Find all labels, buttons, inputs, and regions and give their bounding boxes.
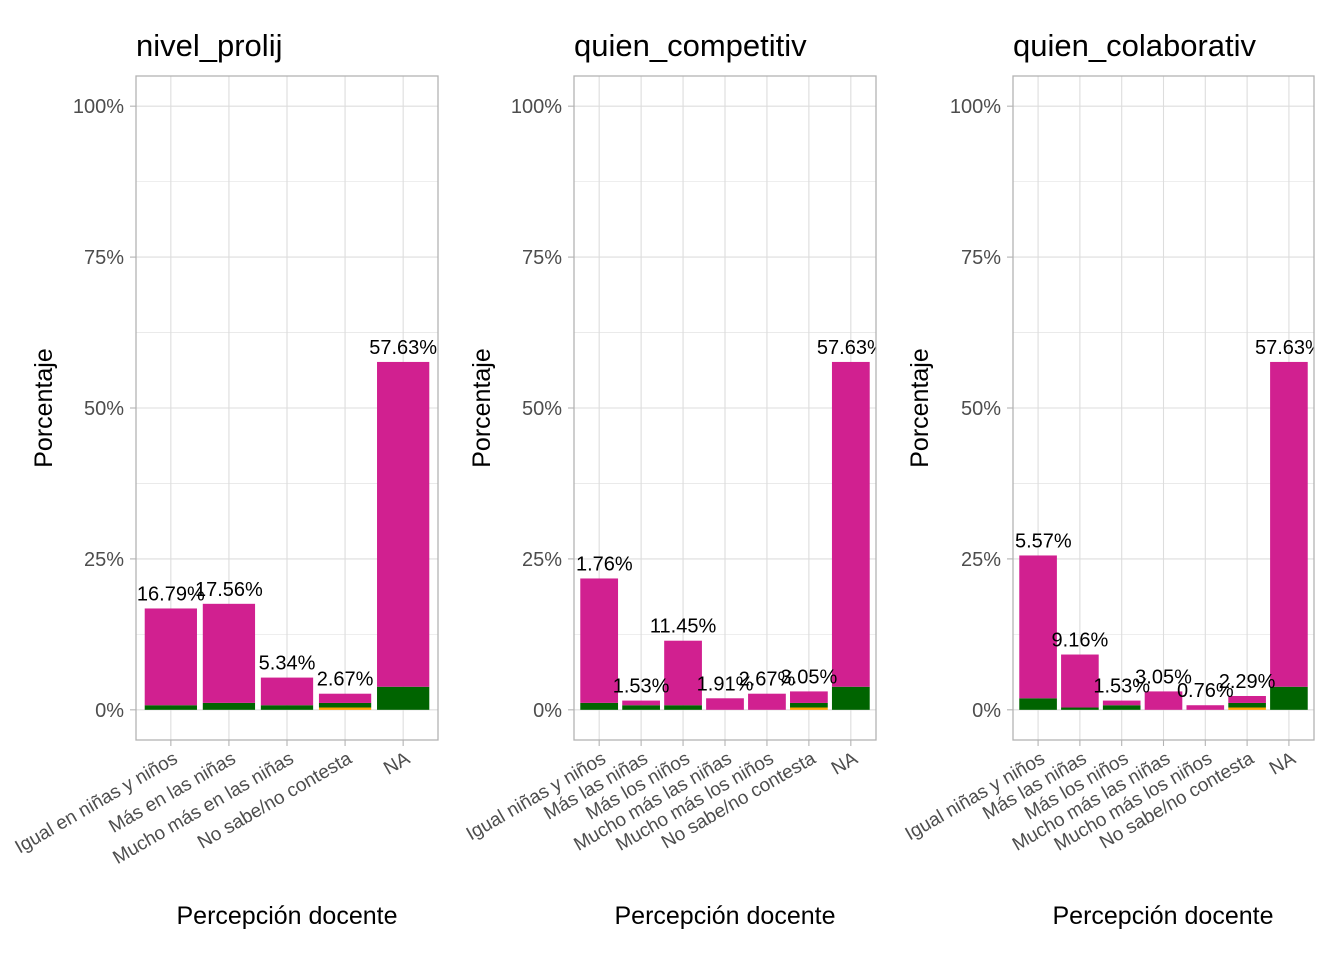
y-tick-label: 50% [84,398,124,420]
y-tick-label: 75% [522,247,562,269]
y-tick-label: 0% [533,700,562,722]
bar-segment-main [832,362,870,687]
y-axis-title: Porcentaje [30,348,58,468]
y-tick-label: 100% [73,96,124,118]
data-label: 2.67% [317,669,374,691]
bar-segment-main [145,608,197,705]
y-tick-label: 25% [522,549,562,571]
data-label: 1.53% [613,676,670,698]
panel-title: quien_competitiv [574,28,807,63]
y-tick-label: 50% [522,398,562,420]
panel-nivel-prolij: nivel_prolij Porcentaje Percepción docen… [12,28,438,930]
y-tick-label: 75% [84,247,124,269]
x-axis-title: Percepción docente [177,902,398,930]
y-axis-title: Porcentaje [906,348,934,468]
bar-segment-green [377,687,429,710]
bar-segment-main [1186,705,1224,710]
bar-segment-green [1019,698,1057,710]
bar-segment-green [832,687,870,710]
bar-segment-main [1103,701,1141,706]
data-label: 5.34% [259,653,316,675]
y-tick-label: 50% [961,398,1001,420]
bar-segment-main [706,698,744,710]
data-label: 9.16% [1052,630,1109,652]
bar-segment-green [261,705,313,710]
bar-segment-green [319,703,371,708]
bar-segment-main [203,604,255,703]
data-label: 1.76% [576,553,633,575]
bar-segment-main [261,678,313,706]
bar-segment-orange [790,708,828,710]
bar-segment-main [1270,362,1308,687]
y-axis: 0% 25% 50% 75% 100% [950,96,1013,722]
bar-segment-orange [319,708,371,710]
y-tick-label: 0% [95,700,124,722]
bar-segment-main [622,701,660,706]
data-label: 57.63% [369,337,437,359]
data-label: 11.45% [650,616,717,638]
bar-segment-green [1061,708,1099,710]
y-axis: 0% 25% 50% 75% 100% [511,96,574,722]
bar-segment-green [790,703,828,708]
data-label: 3.05% [781,666,838,688]
panel-quien-colaborativ: quien_colaborativ Porcentaje Percepción … [902,28,1323,930]
panel-quien-competitiv: quien_competitiv Porcentaje Percepción d… [463,28,885,930]
x-axis-title: Percepción docente [615,902,836,930]
bar-segment-green [1103,705,1141,710]
y-tick-label: 0% [972,700,1001,722]
bar-segment-green [1270,687,1308,710]
bar-segment-green [1228,703,1266,708]
x-tick-label: NA [828,748,862,780]
y-tick-label: 100% [511,96,562,118]
bar-segment-green [622,705,660,710]
x-axis-title: Percepción docente [1053,902,1274,930]
x-tick-label: NA [380,748,414,780]
y-tick-label: 100% [950,96,1001,118]
bar-segment-green [664,705,702,710]
data-label: 17.56% [195,579,263,601]
y-axis-title: Porcentaje [468,348,496,468]
bar-segment-main [790,691,828,703]
y-tick-label: 75% [961,247,1001,269]
data-label: 2.29% [1219,671,1276,693]
data-label: 57.63% [1255,337,1323,359]
bar-segment-main [319,694,371,703]
data-label: 5.57% [1015,530,1072,552]
bar-segment-green [145,705,197,710]
bar-segment-main [377,362,429,687]
x-tick-label: NA [1266,748,1300,780]
y-axis: 0% 25% 50% 75% 100% [73,96,136,722]
bar-segment-main [1228,696,1266,703]
y-tick-label: 25% [84,549,124,571]
y-tick-label: 25% [961,549,1001,571]
panel-title: quien_colaborativ [1013,28,1257,63]
bar-segment-green [203,703,255,710]
bar-segment-main [1019,555,1057,698]
bar-segment-green [580,703,618,710]
bar-segment-orange [1228,708,1266,710]
bar-segment-main [748,694,786,710]
panel-title: nivel_prolij [136,28,282,63]
data-label: 57.63% [817,337,885,359]
